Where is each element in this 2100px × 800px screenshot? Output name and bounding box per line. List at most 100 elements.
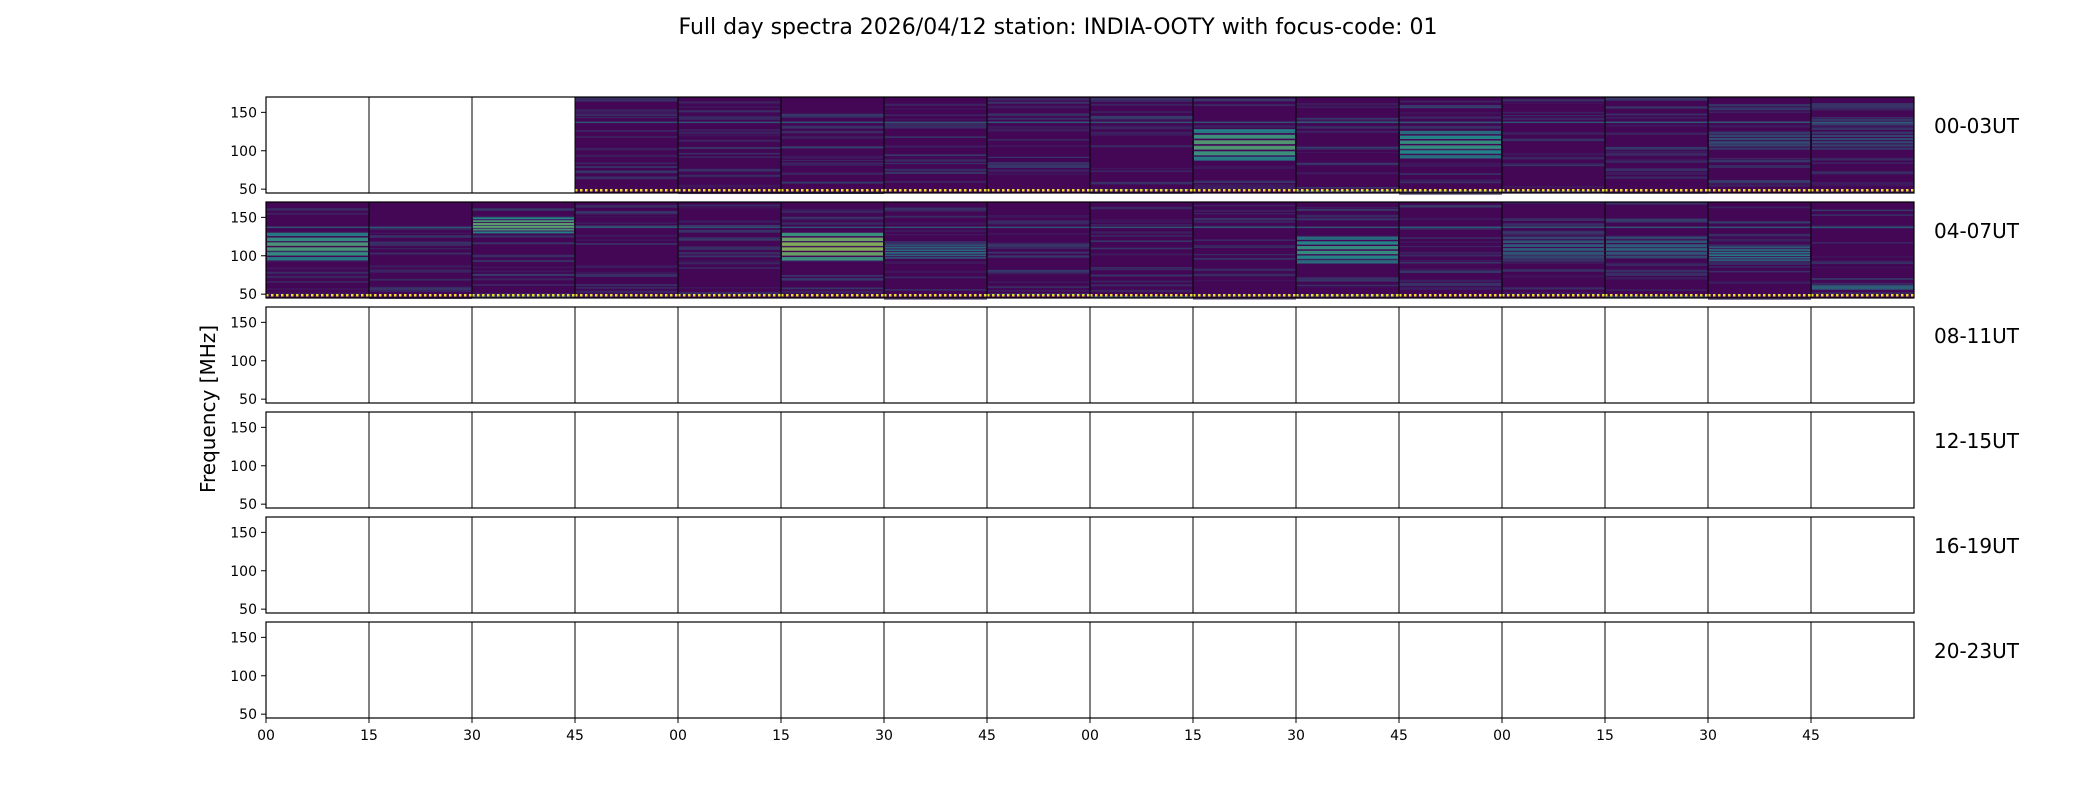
band-edge-dot [321, 294, 324, 297]
band-edge-dot [1886, 294, 1889, 297]
spectrum-line [987, 126, 1090, 129]
x-tick-label: 30 [463, 728, 481, 744]
spectrum-line [987, 214, 1090, 218]
spectrum-line [1090, 284, 1193, 287]
row-label: 16-19UT [1934, 534, 2020, 558]
band-edge-dot [1640, 294, 1643, 297]
spectrum-line [1090, 99, 1193, 103]
band-edge-dot [909, 294, 912, 297]
band-edge-dot [1263, 294, 1266, 297]
spectrum-line [369, 241, 472, 244]
band-edge-dot [786, 189, 789, 192]
spectrum-line [266, 208, 369, 211]
spectrum-line [1296, 235, 1399, 238]
band-stripe [782, 257, 883, 261]
band-edge-dot [1469, 189, 1472, 192]
band-edge-dot [1386, 294, 1389, 297]
spectrum-line [1708, 235, 1811, 237]
band-edge-dot [826, 294, 829, 297]
band-edge-dot [1610, 189, 1613, 192]
rfi-line [369, 226, 472, 229]
band-edge-dot [1449, 189, 1452, 192]
spectrum-line [678, 102, 781, 105]
band-edge-dot [763, 294, 766, 297]
spectrum-line [1193, 239, 1296, 241]
spectrum-line [884, 222, 987, 225]
spectrum-line [1399, 205, 1502, 208]
spectrum-line [884, 181, 987, 183]
band-stripe [267, 232, 368, 237]
band-edge-dot [1007, 189, 1010, 192]
band-stripe [267, 237, 368, 241]
band-edge-dot [1816, 189, 1819, 192]
band-edge-dot [1587, 189, 1590, 192]
spectrum-line [1708, 270, 1811, 273]
spectrum-background [1811, 202, 1914, 298]
band-edge-dot [650, 294, 653, 297]
band-edge-dot [1690, 294, 1693, 297]
band-edge-dot [1371, 189, 1374, 192]
spectrum-line [1502, 115, 1605, 117]
spectrum-line [1399, 179, 1502, 182]
spectrum-line [1090, 103, 1193, 106]
spectrum-line [1296, 152, 1399, 154]
spectrum-line [987, 233, 1090, 235]
band-edge-dot [1238, 189, 1241, 192]
band-edge-dot [660, 294, 663, 297]
spectrum-line [1605, 161, 1708, 163]
spectrum-line [1399, 261, 1502, 264]
rfi-line [1811, 226, 1914, 229]
band-edge-dot [1419, 189, 1422, 192]
spectrum-line [884, 136, 987, 138]
spectrum-line [472, 215, 575, 218]
y-tick-label: 50 [239, 602, 257, 618]
band-stripe [473, 225, 574, 228]
spectrum-panel [781, 97, 884, 194]
band-edge-dot [856, 294, 859, 297]
band-edge-dot [1057, 294, 1060, 297]
spectrum-line [1605, 202, 1708, 205]
band-stripe [782, 252, 883, 256]
band-edge-dot [1798, 189, 1801, 192]
band-edge-dot [821, 189, 824, 192]
band-stripe [1709, 137, 1810, 141]
band-stripe [473, 228, 574, 231]
band-edge-dot [1542, 294, 1545, 297]
spectrum-line [1605, 159, 1708, 163]
band-edge-dot [1223, 294, 1226, 297]
band-edge-dot [1728, 189, 1731, 192]
spectrum-line [575, 136, 678, 138]
band-edge-dot [1718, 294, 1721, 297]
band-edge-dot [738, 189, 741, 192]
band-edge-dot [336, 294, 339, 297]
band-edge-dot [1597, 294, 1600, 297]
x-tick-label: 45 [1802, 728, 1820, 744]
spectrum-line [1399, 112, 1502, 114]
spectrum-line [1090, 274, 1193, 277]
band-edge-dot [1381, 294, 1384, 297]
band-edge-dot [949, 189, 952, 192]
band-stripe [1812, 131, 1913, 134]
band-stripe [1503, 248, 1604, 251]
band-edge-dot [640, 189, 643, 192]
rfi-line [1502, 121, 1605, 124]
spectrum-line [1605, 117, 1708, 119]
band-edge-dot [326, 294, 329, 297]
band-edge-dot [1768, 294, 1771, 297]
band-edge-dot [1758, 294, 1761, 297]
band-edge-dot [934, 294, 937, 297]
spectrum-line [1090, 220, 1193, 224]
spectrum-line [1399, 125, 1502, 129]
band-edge-dot [660, 189, 663, 192]
band-edge-dot [1831, 294, 1834, 297]
spectrum-line [884, 125, 987, 129]
band-edge-dot [992, 294, 995, 297]
spectrum-line [987, 255, 1090, 258]
spectrum-line [678, 220, 781, 223]
spectrum-line [1811, 157, 1914, 161]
band-edge-dot [723, 189, 726, 192]
spectrum-line [575, 204, 678, 208]
spectrum-line [1399, 254, 1502, 257]
band-edge-dot [1763, 189, 1766, 192]
x-tick-label: 15 [360, 728, 378, 744]
